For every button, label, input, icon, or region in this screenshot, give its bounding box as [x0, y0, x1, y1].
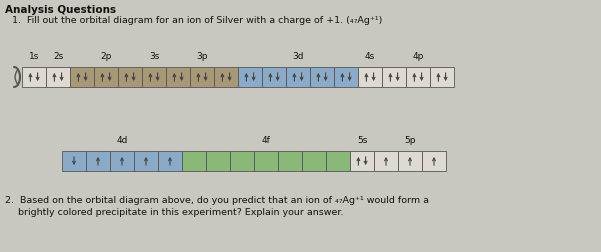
Bar — [190, 68, 214, 88]
Bar — [310, 68, 334, 88]
Bar — [110, 151, 134, 171]
Bar — [374, 151, 398, 171]
Bar — [94, 68, 118, 88]
Bar — [406, 68, 430, 88]
Bar — [302, 151, 326, 171]
Bar — [118, 68, 142, 88]
Text: 4d: 4d — [117, 136, 127, 144]
Bar — [22, 68, 46, 88]
Text: 2.  Based on the orbital diagram above, do you predict that an ion of ₄₇Ag⁺¹ wou: 2. Based on the orbital diagram above, d… — [5, 195, 429, 204]
Bar — [286, 68, 310, 88]
Bar — [430, 68, 454, 88]
Bar — [86, 151, 110, 171]
Bar — [422, 151, 446, 171]
Bar — [278, 151, 302, 171]
Text: 1.  Fill out the orbital diagram for an ion of Silver with a charge of +1. (₄₇Ag: 1. Fill out the orbital diagram for an i… — [12, 16, 382, 25]
Bar — [158, 151, 182, 171]
Bar — [238, 68, 262, 88]
Text: 3p: 3p — [197, 52, 208, 61]
Bar — [230, 151, 254, 171]
Text: brightly colored precipitate in this experiment? Explain your answer.: brightly colored precipitate in this exp… — [18, 207, 344, 216]
Bar — [382, 68, 406, 88]
Text: 4f: 4f — [261, 136, 270, 144]
Bar — [326, 151, 350, 171]
Text: 3s: 3s — [149, 52, 159, 61]
Bar — [206, 151, 230, 171]
Bar — [70, 68, 94, 88]
Bar — [134, 151, 158, 171]
Text: 1s: 1s — [29, 52, 39, 61]
Text: 5p: 5p — [404, 136, 416, 144]
Text: 2s: 2s — [53, 52, 63, 61]
Text: 3d: 3d — [292, 52, 304, 61]
Text: 4p: 4p — [412, 52, 424, 61]
Text: 2p: 2p — [100, 52, 112, 61]
Bar — [166, 68, 190, 88]
Bar — [62, 151, 86, 171]
Bar — [214, 68, 238, 88]
Text: 5s: 5s — [357, 136, 367, 144]
Bar — [398, 151, 422, 171]
Bar — [182, 151, 206, 171]
Bar — [334, 68, 358, 88]
Text: Analysis Questions: Analysis Questions — [5, 5, 116, 15]
Bar — [262, 68, 286, 88]
Text: 4s: 4s — [365, 52, 375, 61]
Bar — [254, 151, 278, 171]
Bar — [142, 68, 166, 88]
Bar — [358, 68, 382, 88]
Bar — [350, 151, 374, 171]
Bar — [46, 68, 70, 88]
